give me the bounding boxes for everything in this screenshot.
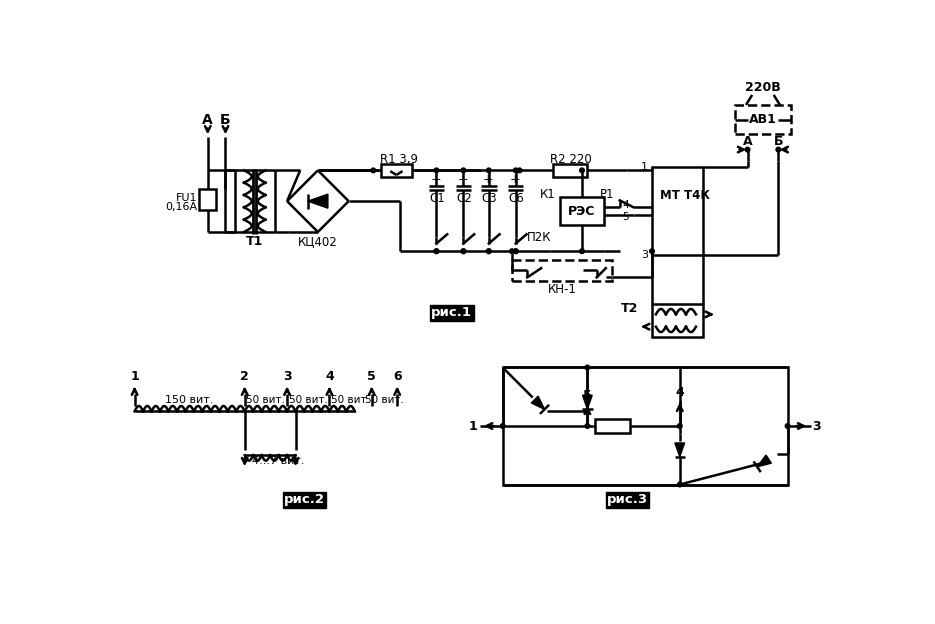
Circle shape <box>517 168 522 173</box>
Text: РЭС: РЭС <box>568 205 596 218</box>
Polygon shape <box>583 395 592 409</box>
Text: 5: 5 <box>583 389 592 402</box>
Polygon shape <box>308 194 328 208</box>
Text: 4...7 вит.: 4...7 вит. <box>252 456 304 466</box>
Circle shape <box>434 249 439 253</box>
Bar <box>652 303 703 338</box>
FancyBboxPatch shape <box>429 305 474 321</box>
Text: 0,16А: 0,16А <box>165 202 198 212</box>
Circle shape <box>500 424 505 428</box>
Circle shape <box>785 424 790 428</box>
Text: C2: C2 <box>456 192 472 205</box>
Text: 50 вит.: 50 вит. <box>365 395 404 405</box>
Text: П2К: П2К <box>527 231 552 244</box>
Text: +: + <box>430 173 441 186</box>
Circle shape <box>371 168 376 173</box>
Circle shape <box>650 249 654 253</box>
Circle shape <box>776 147 781 152</box>
Text: рис.1: рис.1 <box>431 306 472 319</box>
Bar <box>554 164 587 177</box>
Text: 2: 2 <box>240 370 249 383</box>
FancyBboxPatch shape <box>606 492 649 507</box>
Text: 50 вит.: 50 вит. <box>247 395 285 405</box>
Circle shape <box>486 249 491 253</box>
Text: рис.2: рис.2 <box>284 494 325 507</box>
Text: 3: 3 <box>282 370 292 383</box>
Text: А: А <box>742 135 753 149</box>
Circle shape <box>461 249 466 253</box>
Text: +: + <box>510 173 520 186</box>
Circle shape <box>513 168 518 173</box>
Circle shape <box>585 424 590 428</box>
Text: 50 вит.: 50 вит. <box>289 395 327 405</box>
Bar <box>199 189 216 210</box>
Polygon shape <box>757 455 771 467</box>
Circle shape <box>434 249 439 253</box>
Text: 1: 1 <box>469 419 478 432</box>
Text: +: + <box>457 173 468 186</box>
Text: 4: 4 <box>623 200 629 210</box>
Circle shape <box>580 168 584 173</box>
Polygon shape <box>531 396 544 409</box>
Circle shape <box>461 168 466 173</box>
Text: 1: 1 <box>130 370 139 383</box>
Bar <box>560 197 604 225</box>
Text: 220В: 220В <box>745 82 781 94</box>
Circle shape <box>745 147 750 152</box>
Text: R2 220: R2 220 <box>550 153 591 166</box>
Text: Т1: Т1 <box>246 235 264 248</box>
Text: 4: 4 <box>675 386 684 399</box>
Text: 5: 5 <box>623 212 629 222</box>
Text: 3: 3 <box>640 250 648 260</box>
Circle shape <box>486 168 491 173</box>
Text: 4: 4 <box>325 370 334 383</box>
Text: 150 вит.: 150 вит. <box>165 395 214 405</box>
Text: R1 3,9: R1 3,9 <box>380 153 418 166</box>
Bar <box>512 260 612 281</box>
Text: МТ Т4К: МТ Т4К <box>660 189 711 202</box>
Text: КН-1: КН-1 <box>548 283 576 296</box>
Circle shape <box>678 482 683 487</box>
Circle shape <box>580 249 584 253</box>
Bar <box>652 167 703 255</box>
Circle shape <box>510 249 514 253</box>
Text: рис.3: рис.3 <box>607 494 648 507</box>
Text: FU1: FU1 <box>177 193 198 203</box>
FancyBboxPatch shape <box>283 492 326 507</box>
Bar <box>735 105 791 134</box>
Text: АВ1: АВ1 <box>749 113 777 126</box>
Circle shape <box>461 249 466 253</box>
Text: А: А <box>202 112 213 127</box>
Circle shape <box>678 424 683 428</box>
Bar <box>503 368 787 484</box>
Text: 1: 1 <box>640 162 648 172</box>
Text: Б: Б <box>773 135 784 149</box>
Bar <box>381 164 411 177</box>
Polygon shape <box>675 443 684 457</box>
Text: Т2: Т2 <box>621 303 639 316</box>
Text: Р1: Р1 <box>600 188 614 201</box>
Circle shape <box>513 249 518 253</box>
Text: C1: C1 <box>429 192 445 205</box>
Text: Б: Б <box>220 112 231 127</box>
Circle shape <box>585 365 590 370</box>
Text: К1: К1 <box>540 188 556 201</box>
Text: C6: C6 <box>509 192 525 205</box>
Bar <box>595 419 630 433</box>
Text: 3: 3 <box>813 419 821 432</box>
Text: C3: C3 <box>482 192 497 205</box>
Text: +: + <box>482 173 494 186</box>
Text: 5: 5 <box>367 370 376 383</box>
Circle shape <box>486 249 491 253</box>
Circle shape <box>513 249 518 253</box>
Text: КЦ402: КЦ402 <box>298 235 338 248</box>
Circle shape <box>434 168 439 173</box>
Text: 6: 6 <box>393 370 401 383</box>
Text: 50 вит.: 50 вит. <box>331 395 370 405</box>
